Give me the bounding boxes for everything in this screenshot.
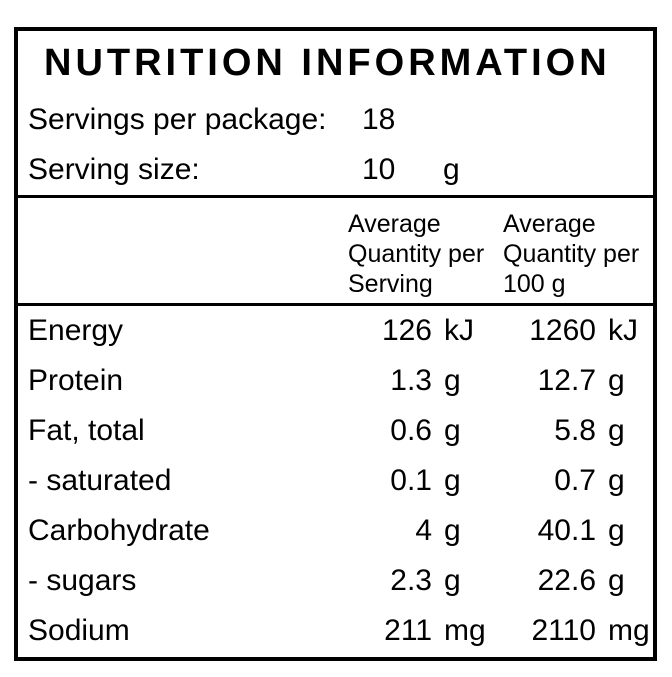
divider-top <box>18 195 653 198</box>
column-header-spacer <box>18 209 338 303</box>
nutrient-label: - saturated <box>28 464 172 497</box>
nutrient-row-protein: Protein 1.3 g 12.7 g <box>18 356 653 406</box>
value-per-serving: 4 <box>415 514 432 547</box>
nutrient-row-fat-total: Fat, total 0.6 g 5.8 g <box>18 406 653 456</box>
nutrient-row-sugars: - sugars 2.3 g 22.6 g <box>18 556 653 606</box>
per-serving-header-line1: Average <box>348 210 441 238</box>
nutrient-label: Carbohydrate <box>28 514 210 547</box>
value-per-100g: 22.6 <box>537 564 596 597</box>
serving-size-value-cell: 10 g <box>352 153 653 187</box>
per-100g-header-line2: Quantity per <box>503 240 640 268</box>
nutrient-row-sodium: Sodium 211 mg 2110 mg <box>18 606 653 656</box>
unit-per-100g: kJ <box>608 314 638 347</box>
value-per-serving: 126 <box>381 314 432 347</box>
unit-per-100g: g <box>608 364 625 397</box>
unit-per-serving: g <box>444 464 461 497</box>
value-per-100g: 40.1 <box>537 514 596 547</box>
serving-size-row: Serving size: 10 g <box>18 145 653 195</box>
divider-header <box>18 303 653 306</box>
column-header-per-100g: Average Quantity per 100 g <box>493 209 653 303</box>
unit-per-100g: mg <box>608 614 650 647</box>
value-per-100g: 5.8 <box>554 414 596 447</box>
nutrient-row-saturated: - saturated 0.1 g 0.7 g <box>18 456 653 506</box>
servings-per-package-label: Servings per package: <box>28 103 327 136</box>
nutrient-table-body: Energy 126 kJ 1260 kJ Protein 1.3 g 12.7… <box>18 306 653 656</box>
serving-size-unit: g <box>443 153 460 186</box>
nutrient-row-carbohydrate: Carbohydrate 4 g 40.1 g <box>18 506 653 556</box>
unit-per-100g: g <box>608 414 625 447</box>
unit-per-serving: g <box>444 564 461 597</box>
column-header-row: Average Quantity per Serving Average Qua… <box>18 198 653 303</box>
unit-per-serving: g <box>444 364 461 397</box>
nutrient-row-energy: Energy 126 kJ 1260 kJ <box>18 306 653 356</box>
unit-per-serving: mg <box>444 614 486 647</box>
value-per-100g: 1260 <box>529 314 596 347</box>
nutrient-label: Sodium <box>28 614 130 647</box>
panel-title: NUTRITION INFORMATION <box>44 41 611 84</box>
value-per-serving: 0.6 <box>390 414 432 447</box>
serving-size-value: 10 <box>362 153 396 186</box>
column-header-per-serving: Average Quantity per Serving <box>338 209 493 303</box>
unit-per-serving: kJ <box>444 314 474 347</box>
per-100g-header-line1: Average <box>503 210 596 238</box>
unit-per-serving: g <box>444 414 461 447</box>
value-per-100g: 0.7 <box>554 464 596 497</box>
unit-per-100g: g <box>608 464 625 497</box>
value-per-serving: 211 <box>384 614 432 647</box>
value-per-100g: 2110 <box>531 614 596 647</box>
servings-per-package-value: 18 <box>362 103 396 136</box>
nutrient-label: - sugars <box>28 564 137 597</box>
value-per-serving: 1.3 <box>390 364 432 397</box>
nutrient-label: Fat, total <box>28 414 145 447</box>
servings-per-package-row: Servings per package: 18 <box>18 95 653 145</box>
nutrient-label: Energy <box>28 314 124 347</box>
value-per-serving: 0.1 <box>390 464 432 497</box>
serving-size-label: Serving size: <box>28 153 200 186</box>
nutrient-label: Protein <box>28 364 124 397</box>
per-serving-header-line3: Serving <box>348 270 433 298</box>
per-serving-header-line2: Quantity per <box>348 240 485 268</box>
unit-per-100g: g <box>608 514 625 547</box>
unit-per-serving: g <box>444 514 461 547</box>
value-per-100g: 12.7 <box>537 364 596 397</box>
value-per-serving: 2.3 <box>390 564 432 597</box>
unit-per-100g: g <box>608 564 625 597</box>
nutrition-panel: NUTRITION INFORMATION Servings per packa… <box>14 27 657 661</box>
per-100g-header-line3: 100 g <box>503 270 566 298</box>
